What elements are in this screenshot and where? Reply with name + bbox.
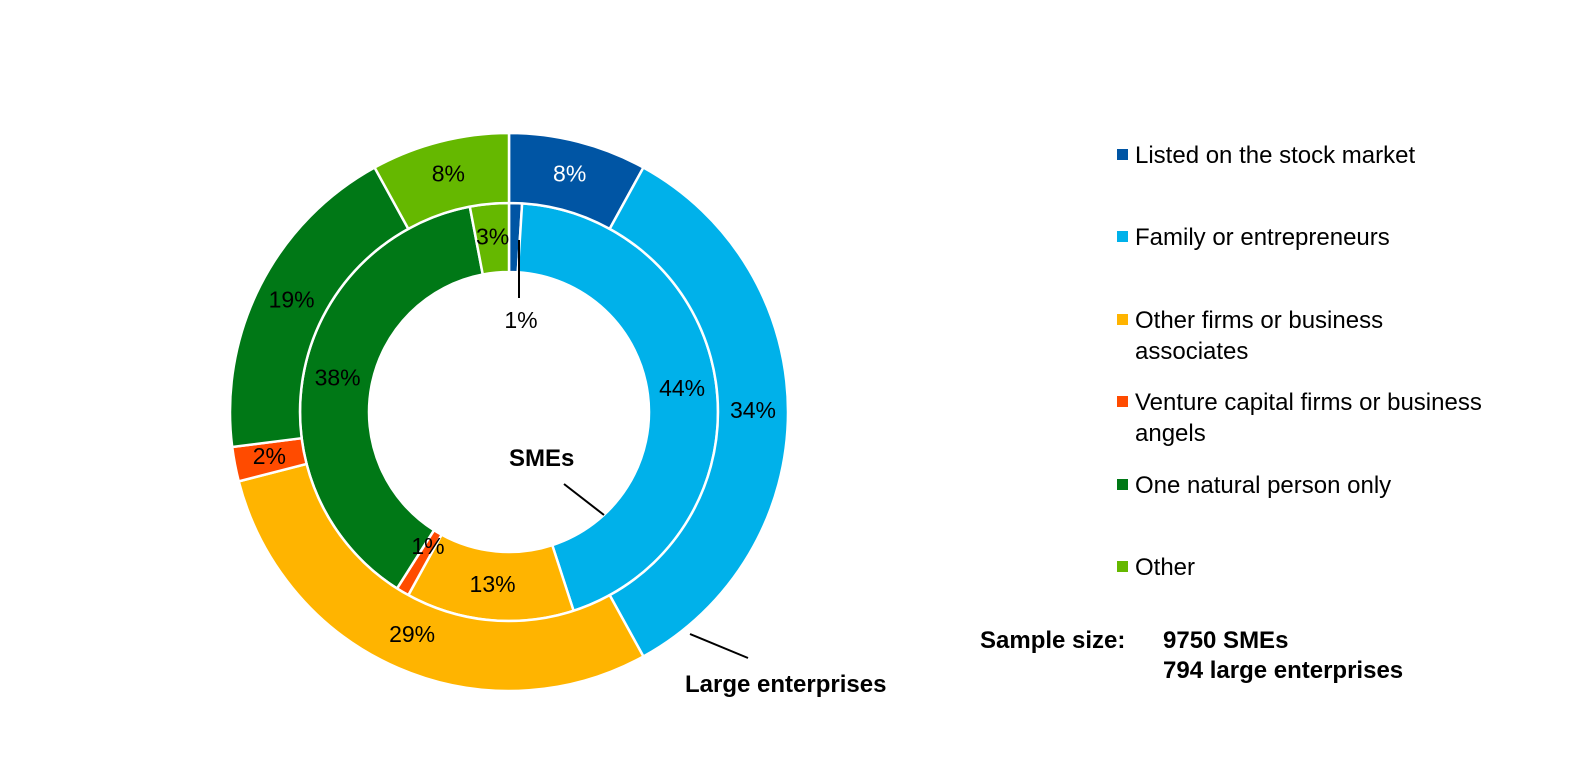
legend-swatch (1117, 231, 1128, 242)
sample-size-label: Sample size: (980, 627, 1125, 654)
data-label-outer-3: 2% (253, 443, 286, 469)
legend-label: Family or entrepreneurs (1135, 224, 1390, 251)
data-label-outer-2: 29% (389, 621, 435, 647)
data-label-outer-0: 8% (553, 161, 586, 187)
legend-swatch (1117, 314, 1128, 325)
legend-label: associates (1135, 338, 1248, 365)
data-label-inner-5: 3% (476, 223, 509, 249)
data-label-inner-3: 1% (411, 533, 444, 559)
callout-line-large (689, 633, 749, 659)
callout-large-enterprises: Large enterprises (685, 671, 886, 698)
legend-item: Family or entrepreneurs (1117, 224, 1390, 251)
legend-item: Other (1117, 554, 1195, 581)
legend-swatch (1117, 149, 1128, 160)
legend-swatch (1117, 396, 1128, 407)
legend-item: Venture capital firms or business angels (1117, 389, 1482, 447)
callout-smes: SMEs (509, 445, 574, 472)
legend-item: Listed on the stock market (1117, 142, 1415, 169)
legend-swatch (1117, 561, 1128, 572)
sample-size-large: 794 large enterprises (1163, 657, 1403, 684)
data-label-outer-5: 8% (432, 161, 465, 187)
legend-label: Listed on the stock market (1135, 142, 1415, 169)
legend-label: Venture capital firms or business (1135, 389, 1482, 416)
legend: Listed on the stock market Family or entr… (1117, 142, 1482, 581)
sample-size-smes: 9750 SMEs (1163, 627, 1288, 654)
slice-outer-5 (372, 131, 511, 231)
legend-label: Other firms or business (1135, 307, 1383, 334)
legend-label: Other (1135, 554, 1195, 581)
slice-outer-1 (607, 165, 790, 659)
slices (228, 131, 790, 693)
legend-item: One natural person only (1117, 472, 1391, 499)
data-label-outer-4: 19% (269, 286, 315, 312)
data-labels: 1% 44% 13% 1% 38% 3% 8% 34% 29% 2% 19% 8% (253, 161, 776, 647)
data-label-inner-1: 44% (659, 375, 705, 401)
legend-label: angels (1135, 420, 1206, 447)
legend-label: One natural person only (1135, 472, 1391, 499)
data-label-outer-1: 34% (730, 397, 776, 423)
data-label-inner-4: 38% (315, 364, 361, 390)
legend-swatch (1117, 479, 1128, 490)
callout-line-smes (563, 483, 605, 516)
data-label-inner-2: 13% (470, 571, 516, 597)
slice-outer-2 (237, 462, 646, 693)
legend-item: Other firms or business associates (1117, 307, 1383, 365)
data-label-inner-0: 1% (504, 307, 537, 333)
